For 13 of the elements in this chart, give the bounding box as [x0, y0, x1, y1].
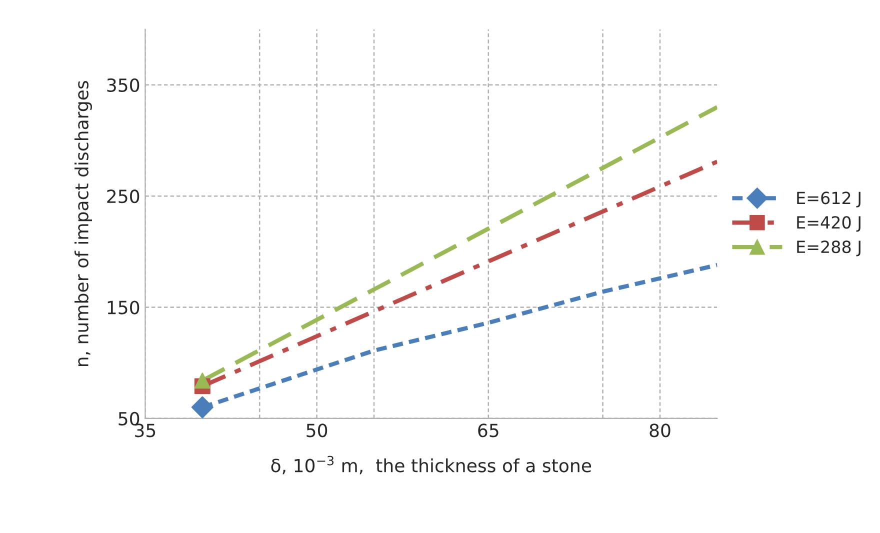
- x-axis-title: δ, 10$^{−3}$ m, the thickness of a stone: [271, 456, 592, 474]
- y-tick-label: 350: [107, 78, 140, 92]
- y-tick-label: 150: [108, 300, 140, 314]
- legend-label: E=612 J: [797, 192, 860, 208]
- legend-label: E=420 J: [797, 216, 860, 232]
- x-tick-label: 35: [135, 424, 156, 438]
- y-axis-title: n, number of impact discharges: [74, 80, 92, 366]
- x-tick-label: 65: [478, 424, 498, 438]
- x-tick-label: 80: [650, 424, 670, 438]
- x-tick-label: 50: [306, 424, 328, 438]
- legend-label: E=288 J: [797, 240, 860, 256]
- y-tick-label: 250: [107, 190, 140, 204]
- y-tick-label: 50: [118, 412, 140, 426]
